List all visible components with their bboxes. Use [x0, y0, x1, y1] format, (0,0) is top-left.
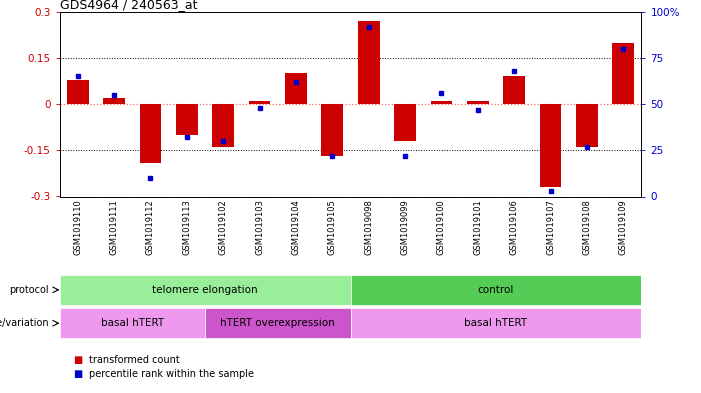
Bar	[394, 104, 416, 141]
Bar	[205, 308, 350, 338]
Bar	[503, 76, 525, 104]
Text: telomere elongation: telomere elongation	[152, 285, 258, 295]
Bar	[613, 42, 634, 104]
Text: GSM1019101: GSM1019101	[473, 199, 482, 255]
Text: ■: ■	[74, 369, 83, 379]
Text: basal hTERT: basal hTERT	[101, 318, 164, 328]
Text: GSM1019099: GSM1019099	[400, 199, 409, 255]
Text: GSM1019111: GSM1019111	[109, 199, 118, 255]
Bar	[60, 275, 350, 305]
Text: ■: ■	[74, 354, 83, 365]
Text: basal hTERT: basal hTERT	[464, 318, 528, 328]
Bar	[176, 104, 198, 135]
Text: GSM1019110: GSM1019110	[74, 199, 82, 255]
Bar	[212, 104, 234, 147]
Text: transformed count: transformed count	[89, 354, 179, 365]
Text: GSM1019103: GSM1019103	[255, 199, 264, 255]
Bar	[103, 98, 125, 104]
Text: hTERT overexpression: hTERT overexpression	[220, 318, 335, 328]
Text: percentile rank within the sample: percentile rank within the sample	[89, 369, 254, 379]
Text: control: control	[478, 285, 514, 295]
Bar	[358, 21, 380, 104]
Bar	[467, 101, 489, 104]
Bar	[67, 79, 88, 104]
Text: GSM1019105: GSM1019105	[328, 199, 336, 255]
Text: GSM1019108: GSM1019108	[583, 199, 592, 255]
Text: GSM1019112: GSM1019112	[146, 199, 155, 255]
Bar	[139, 104, 161, 163]
Bar	[321, 104, 343, 156]
Bar	[60, 308, 205, 338]
Text: GSM1019109: GSM1019109	[619, 199, 627, 255]
Text: GSM1019102: GSM1019102	[219, 199, 228, 255]
Bar	[430, 101, 452, 104]
Text: GSM1019104: GSM1019104	[292, 199, 301, 255]
Text: protocol: protocol	[9, 285, 48, 295]
Text: GDS4964 / 240563_at: GDS4964 / 240563_at	[60, 0, 197, 11]
Text: genotype/variation: genotype/variation	[0, 318, 48, 328]
Text: GSM1019107: GSM1019107	[546, 199, 555, 255]
Bar	[285, 73, 307, 104]
Bar	[249, 101, 271, 104]
Bar	[576, 104, 598, 147]
Bar	[540, 104, 562, 187]
Text: GSM1019098: GSM1019098	[365, 199, 373, 255]
Bar	[350, 308, 641, 338]
Text: GSM1019106: GSM1019106	[510, 199, 519, 255]
Text: GSM1019113: GSM1019113	[182, 199, 191, 255]
Text: GSM1019100: GSM1019100	[437, 199, 446, 255]
Bar	[350, 275, 641, 305]
